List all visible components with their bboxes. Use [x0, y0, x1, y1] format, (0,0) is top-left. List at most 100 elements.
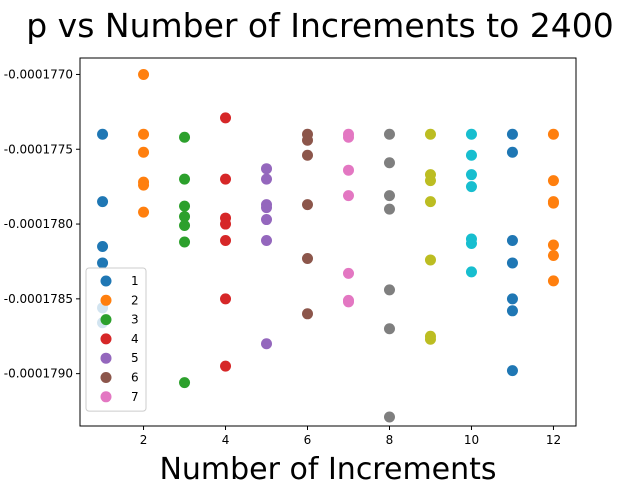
scatter-point — [383, 203, 395, 215]
scatter-point — [138, 146, 150, 158]
scatter-point — [383, 128, 395, 140]
scatter-point — [547, 197, 559, 209]
scatter-point — [465, 266, 477, 278]
x-tick-label: 10 — [464, 433, 479, 447]
scatter-point — [465, 181, 477, 193]
scatter-point — [506, 235, 518, 246]
scatter-point — [343, 267, 354, 279]
scatter-point — [383, 411, 395, 423]
scatter-point — [179, 377, 191, 389]
scatter-point — [97, 257, 109, 269]
scatter-point — [424, 333, 436, 345]
scatter-point — [261, 338, 273, 350]
x-axis: 2 4 6 8 10 12 — [140, 426, 561, 447]
scatter-point — [138, 206, 150, 218]
y-tick-label: -0.0001780 — [4, 217, 73, 231]
y-axis: -0.0001770 -0.0001775 -0.0001780 -0.0001785… — [4, 67, 80, 381]
scatter-point — [343, 164, 354, 176]
scatter-point — [343, 296, 354, 308]
legend-marker — [100, 333, 112, 345]
scatter-point — [302, 149, 313, 161]
y-tick-label: -0.0001770 — [4, 67, 73, 81]
scatter-point — [261, 214, 273, 226]
scatter-point — [465, 128, 477, 140]
y-tick-label: -0.0001790 — [4, 367, 73, 381]
scatter-point — [179, 220, 191, 232]
y-tick-label: -0.0001785 — [4, 292, 73, 306]
scatter-point — [547, 275, 559, 287]
scatter-point — [220, 293, 232, 305]
scatter-point — [465, 238, 477, 249]
legend-label: 3 — [131, 313, 139, 327]
legend-marker — [100, 352, 112, 364]
scatter-point — [302, 308, 313, 320]
scatter-point — [179, 173, 191, 185]
legend-label: 6 — [131, 371, 139, 385]
scatter-point — [343, 190, 354, 202]
scatter-point — [383, 157, 395, 169]
scatter-point — [465, 169, 477, 181]
scatter-point — [261, 173, 273, 185]
scatter-point — [220, 360, 232, 372]
scatter-point — [383, 190, 395, 202]
scatter-point — [424, 254, 436, 266]
x-tick-label: 6 — [304, 433, 312, 447]
legend-marker — [100, 275, 112, 287]
legend-label: 5 — [131, 351, 139, 365]
legend-label: 1 — [131, 274, 139, 288]
legend-marker — [100, 294, 112, 306]
scatter-point — [261, 235, 273, 246]
scatter-point — [547, 175, 559, 187]
scatter-point — [506, 305, 518, 317]
x-tick-label: 8 — [386, 433, 394, 447]
scatter-point — [506, 257, 518, 269]
legend-label: 4 — [131, 332, 139, 346]
scatter-point — [179, 131, 191, 143]
scatter-point — [138, 179, 150, 191]
scatter-point — [261, 202, 273, 214]
legend-marker — [100, 372, 112, 383]
legend-label: 7 — [131, 390, 139, 404]
scatter-point — [179, 236, 191, 248]
legend-marker — [100, 391, 112, 403]
scatter-point — [179, 211, 191, 223]
x-tick-label: 2 — [140, 433, 148, 447]
scatter-point — [97, 128, 109, 140]
x-axis-label: Number of Increments — [159, 452, 496, 480]
x-tick-label: 12 — [546, 433, 561, 447]
x-tick-label: 4 — [222, 433, 230, 447]
scatter-point — [138, 68, 150, 80]
scatter-point — [424, 196, 436, 208]
scatter-point — [261, 163, 273, 175]
scatter-point — [506, 293, 518, 305]
scatter-point — [547, 249, 559, 261]
scatter-point — [506, 146, 518, 158]
scatter-point — [465, 149, 477, 161]
scatter-point — [138, 128, 150, 140]
scatter-point — [424, 175, 436, 187]
scatter-point — [220, 235, 232, 246]
y-tick-label: -0.0001775 — [4, 142, 73, 156]
chart-title: p vs Number of Increments to 2400 — [26, 6, 614, 45]
scatter-point — [343, 131, 354, 143]
legend-label: 2 — [131, 293, 139, 307]
scatter-point — [506, 128, 518, 140]
scatter-point — [383, 323, 395, 335]
scatter-point — [302, 199, 313, 211]
scatter-point — [97, 196, 109, 208]
scatter-point — [547, 128, 559, 140]
scatter-point — [97, 240, 109, 252]
legend: 1 2 3 4 5 6 7 — [85, 267, 147, 412]
scatter-point — [220, 112, 232, 124]
scatter-point — [383, 284, 395, 296]
scatter-point — [547, 239, 559, 251]
scatter-point — [179, 200, 191, 212]
scatter-point — [302, 134, 313, 146]
plot-frame — [79, 57, 577, 427]
scatter-point — [506, 365, 518, 377]
legend-marker — [100, 314, 112, 326]
scatter-point — [220, 173, 232, 185]
scatter-point — [302, 252, 313, 264]
scatter-point — [424, 128, 436, 140]
